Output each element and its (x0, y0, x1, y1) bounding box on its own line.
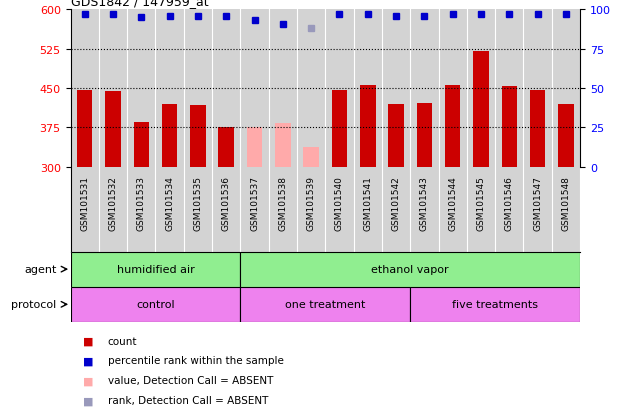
Bar (240, 252, 580, 287)
Bar (247, 128, 262, 167)
Text: ■: ■ (83, 375, 94, 385)
Bar (303, 147, 319, 167)
Bar (77, 90, 92, 167)
Bar (530, 90, 545, 167)
Text: GSM101535: GSM101535 (194, 176, 203, 230)
Bar (473, 52, 489, 167)
Text: percentile rank within the sample: percentile rank within the sample (108, 356, 283, 366)
Text: GSM101539: GSM101539 (306, 176, 315, 230)
Text: GSM101547: GSM101547 (533, 176, 542, 230)
Bar (275, 124, 290, 167)
Bar (303, 147, 319, 167)
Text: protocol: protocol (11, 299, 56, 310)
Text: five treatments: five treatments (452, 299, 538, 310)
Bar (410, 287, 580, 322)
Text: GSM101540: GSM101540 (335, 176, 344, 230)
Text: GSM101546: GSM101546 (505, 176, 514, 230)
Text: count: count (108, 336, 137, 346)
Bar (360, 86, 376, 167)
Text: rank, Detection Call = ABSENT: rank, Detection Call = ABSENT (108, 395, 268, 405)
Bar (162, 104, 178, 167)
Bar (71, 287, 240, 322)
Text: agent: agent (24, 264, 56, 275)
Text: one treatment: one treatment (285, 299, 365, 310)
Text: GSM101531: GSM101531 (80, 176, 89, 230)
Text: ethanol vapor: ethanol vapor (371, 264, 449, 275)
Text: GSM101534: GSM101534 (165, 176, 174, 230)
Text: GSM101533: GSM101533 (137, 176, 146, 230)
Bar (331, 90, 347, 167)
Text: GSM101548: GSM101548 (562, 176, 570, 230)
Bar (71, 252, 240, 287)
Text: GSM101543: GSM101543 (420, 176, 429, 230)
Text: ■: ■ (83, 336, 94, 346)
Text: GSM101532: GSM101532 (108, 176, 117, 230)
Text: GSM101541: GSM101541 (363, 176, 372, 230)
Text: GDS1842 / 147959_at: GDS1842 / 147959_at (71, 0, 208, 8)
Text: GSM101542: GSM101542 (392, 176, 401, 230)
Text: GSM101545: GSM101545 (476, 176, 485, 230)
Bar (219, 128, 234, 167)
Bar (275, 124, 290, 167)
Text: value, Detection Call = ABSENT: value, Detection Call = ABSENT (108, 375, 273, 385)
Text: ■: ■ (83, 356, 94, 366)
Text: GSM101536: GSM101536 (222, 176, 231, 230)
Bar (417, 103, 432, 167)
Bar (558, 104, 574, 167)
Bar (105, 92, 121, 167)
Text: control: control (136, 299, 175, 310)
Text: GSM101544: GSM101544 (448, 176, 457, 230)
Text: GSM101538: GSM101538 (278, 176, 287, 230)
Bar (501, 87, 517, 167)
Bar (445, 86, 460, 167)
Text: ■: ■ (83, 395, 94, 405)
Bar (240, 287, 410, 322)
Bar (190, 106, 206, 167)
Bar (388, 104, 404, 167)
Bar (133, 123, 149, 167)
Text: GSM101537: GSM101537 (250, 176, 259, 230)
Text: humidified air: humidified air (117, 264, 194, 275)
